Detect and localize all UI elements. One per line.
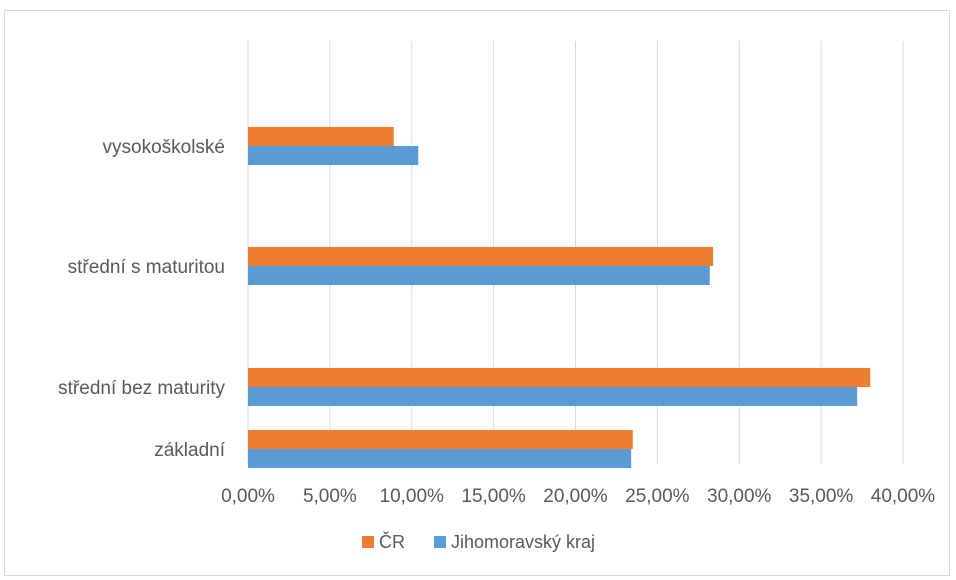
x-tick-label: 10,00%	[380, 486, 445, 507]
x-tick-label: 30,00%	[707, 486, 772, 507]
chart-frame: 0,00% 5,00% 10,00% 15,00% 20,00% 25,00% 30,00%…	[4, 10, 950, 576]
legend-swatch	[434, 536, 446, 548]
x-tick-label: 0,00%	[221, 486, 275, 507]
legend-label: Jihomoravský kraj	[451, 532, 595, 552]
bar-cr	[248, 127, 394, 146]
legend-label: ČR	[379, 531, 405, 552]
category-label: střední bez maturity	[58, 378, 225, 399]
bar-jihomoravsky-kraj	[248, 449, 632, 468]
bar-jihomoravsky-kraj	[248, 387, 858, 406]
category-label: střední s maturitou	[68, 257, 225, 278]
category-label: vysokoškolské	[103, 137, 226, 158]
x-tick-label: 20,00%	[543, 486, 608, 507]
bar-jihomoravsky-kraj	[248, 146, 419, 165]
bar-cr	[248, 247, 714, 266]
x-tick-label: 5,00%	[303, 486, 357, 507]
legend-swatch	[362, 536, 374, 548]
x-tick-label: 15,00%	[461, 486, 526, 507]
x-tick-label: 40,00%	[871, 486, 936, 507]
category-label: základní	[154, 440, 225, 461]
bar-cr	[248, 368, 871, 387]
x-tick-label: 25,00%	[625, 486, 690, 507]
bar-jihomoravsky-kraj	[248, 266, 710, 285]
bar-cr	[248, 430, 633, 449]
x-tick-label: 35,00%	[789, 486, 854, 507]
bar-chart: 0,00% 5,00% 10,00% 15,00% 20,00% 25,00% 30,00%…	[58, 41, 936, 552]
